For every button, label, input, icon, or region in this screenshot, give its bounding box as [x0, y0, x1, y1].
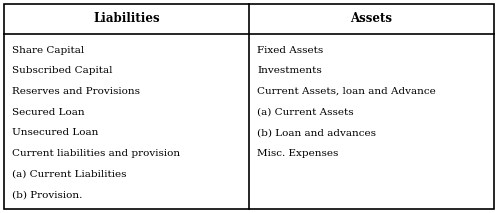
Text: Investments: Investments	[257, 66, 322, 75]
Text: (a) Current Liabilities: (a) Current Liabilities	[12, 170, 126, 178]
Text: Misc. Expenses: Misc. Expenses	[257, 149, 338, 158]
Text: Unsecured Loan: Unsecured Loan	[12, 128, 99, 137]
Text: Assets: Assets	[351, 13, 392, 26]
Text: Reserves and Provisions: Reserves and Provisions	[12, 87, 140, 96]
Text: Liabilities: Liabilities	[93, 13, 160, 26]
Text: Secured Loan: Secured Loan	[12, 108, 85, 117]
Text: Current liabilities and provision: Current liabilities and provision	[12, 149, 180, 158]
Text: Share Capital: Share Capital	[12, 46, 84, 55]
Text: (a) Current Assets: (a) Current Assets	[257, 108, 354, 117]
Text: Current Assets, loan and Advance: Current Assets, loan and Advance	[257, 87, 436, 96]
Text: (b) Provision.: (b) Provision.	[12, 190, 82, 199]
Text: (b) Loan and advances: (b) Loan and advances	[257, 128, 376, 137]
Text: Subscribed Capital: Subscribed Capital	[12, 66, 113, 75]
Text: Fixed Assets: Fixed Assets	[257, 46, 323, 55]
